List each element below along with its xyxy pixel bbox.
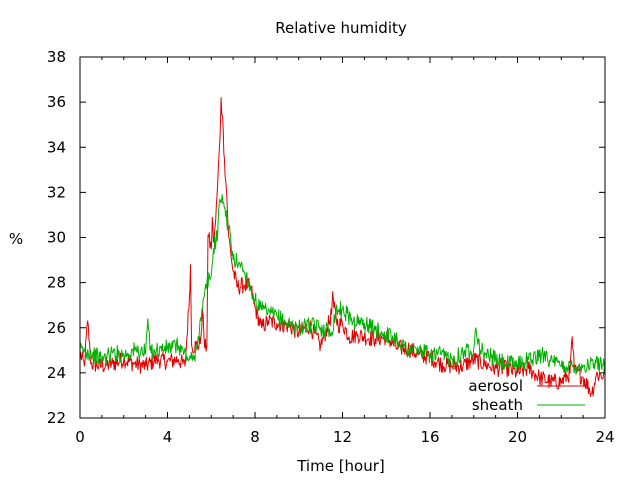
y-tick-label: 38	[47, 48, 66, 66]
y-tick-label: 30	[47, 229, 66, 247]
x-axis-label: Time [hour]	[296, 457, 385, 475]
y-tick-label: 36	[47, 93, 66, 111]
y-axis-label: %	[9, 230, 23, 248]
x-tick-label: 0	[75, 428, 85, 446]
x-tick-label: 24	[595, 428, 614, 446]
series-lines	[79, 97, 606, 397]
y-tick-label: 24	[47, 364, 66, 382]
x-tick-label: 20	[508, 428, 527, 446]
chart-title: Relative humidity	[275, 19, 407, 37]
aerosol-series-line	[79, 97, 606, 397]
y-tick-label: 28	[47, 274, 66, 292]
legend-label-aerosol: aerosol	[468, 377, 523, 395]
x-tick-label: 8	[250, 428, 260, 446]
y-tick-label: 26	[47, 319, 66, 337]
x-tick-label: 4	[163, 428, 173, 446]
y-tick-label: 34	[47, 138, 66, 156]
x-tick-label: 12	[333, 428, 352, 446]
plot-frame	[79, 56, 606, 419]
y-tick-label: 32	[47, 183, 66, 201]
sheath-series-line	[79, 194, 606, 375]
axis-ticks: 22 24 26 28 30 32 34 36 38 0 4 8 12 16 20 24	[47, 48, 615, 446]
legend-label-sheath: sheath	[472, 396, 523, 414]
y-tick-label: 22	[47, 409, 66, 427]
x-tick-label: 16	[420, 428, 439, 446]
